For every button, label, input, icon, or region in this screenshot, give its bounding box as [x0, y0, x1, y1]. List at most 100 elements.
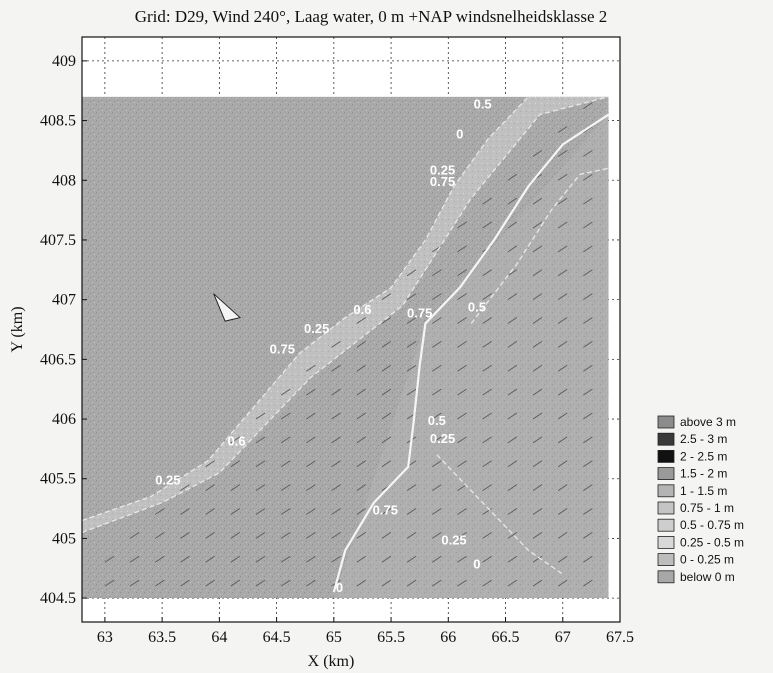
wind-arrow [583, 126, 593, 133]
wind-arrow [532, 579, 543, 587]
wind-arrow [306, 484, 316, 492]
wind-arrow [482, 317, 492, 324]
legend-label: 1.5 - 2 m [680, 467, 727, 481]
legend-swatch [657, 553, 675, 566]
wind-arrow [532, 364, 543, 372]
wind-arrow [557, 269, 568, 277]
wind-arrow [406, 341, 417, 348]
wind-arrow [507, 269, 518, 277]
wind-arrow [557, 555, 568, 563]
wind-arrow [230, 555, 241, 563]
field-layer [82, 96, 609, 599]
contour-label: 0.6 [353, 302, 371, 317]
wind-arrow [583, 293, 593, 301]
legend-swatch [657, 484, 675, 498]
contour-label: 0.25 [441, 532, 466, 547]
wind-arrow [331, 388, 341, 396]
wind-arrow [356, 555, 366, 563]
contour-line [82, 96, 529, 522]
wind-arrow [129, 555, 140, 563]
y-tick-label: 404.5 [40, 590, 76, 607]
wind-arrow [432, 293, 442, 301]
wind-arrow [457, 388, 467, 396]
wind-arrow [507, 460, 518, 468]
wind-arrow [432, 364, 442, 372]
wind-arrow [457, 555, 467, 563]
legend-label: below 0 m [680, 570, 735, 584]
wind-arrow [583, 508, 593, 515]
wind-arrow [507, 579, 518, 587]
wind-arrow [356, 532, 366, 539]
wind-arrow [507, 364, 518, 372]
wind-arrow [583, 412, 593, 420]
contour-label: 0.75 [270, 341, 295, 356]
x-axis-label: X (km) [308, 653, 355, 670]
wind-arrow [583, 364, 593, 372]
wind-arrow [356, 508, 366, 515]
y-tick-label: 405 [52, 530, 76, 547]
wind-arrow [255, 579, 266, 587]
wind-arrow [280, 508, 291, 515]
wind-arrow [406, 293, 417, 301]
wind-arrow [230, 460, 241, 468]
wind-arrow [255, 412, 266, 420]
contour-label: 0.5 [428, 413, 446, 428]
wind-arrow [583, 269, 593, 277]
legend-label: 0.25 - 0.5 m [680, 535, 744, 549]
wind-arrow [557, 150, 568, 157]
y-tick-label: 406 [52, 411, 76, 428]
x-tick-label: 63 [97, 629, 113, 646]
wind-arrow [482, 532, 492, 539]
wind-arrow [381, 436, 392, 444]
wind-arrow [432, 412, 442, 420]
wind-arrow [457, 221, 467, 229]
wind-arrow [583, 102, 593, 110]
wind-arrow [306, 579, 316, 587]
wind-arrow [280, 484, 291, 492]
wind-arrow [507, 221, 518, 229]
wind-arrow [457, 245, 467, 253]
wind-arrow [255, 436, 266, 444]
wind-arrow [356, 317, 366, 324]
contour-label: 0.25 [430, 162, 455, 177]
x-tick-label: 67 [555, 629, 571, 646]
wind-arrow [356, 341, 366, 348]
wind-arrow [583, 173, 593, 181]
legend-swatch [657, 570, 675, 584]
wind-arrow [532, 460, 543, 468]
wind-arrow [557, 221, 568, 229]
wind-arrow [507, 341, 518, 348]
legend-swatch [657, 432, 675, 446]
wind-arrow [457, 484, 467, 492]
wind-arrow [557, 579, 568, 587]
wind-arrow [532, 555, 543, 563]
wind-arrow [331, 436, 341, 444]
wind-arrow [583, 436, 593, 444]
wind-arrow [432, 484, 442, 492]
wind-arrow [432, 269, 442, 277]
wind-arrow [155, 579, 165, 587]
contour-label: 0.25 [430, 431, 455, 446]
wind-arrow [205, 508, 215, 515]
wind-arrow [381, 341, 392, 348]
wind-arrow [205, 460, 215, 468]
x-tick-label: 63.5 [148, 629, 176, 646]
wind-arrow [230, 532, 241, 539]
y-tick-label: 407 [52, 292, 76, 309]
wind-arrow [406, 484, 417, 492]
wind-arrow [507, 293, 518, 301]
wind-arrow [381, 508, 392, 515]
wind-arrow [255, 508, 266, 515]
wind-arrow [104, 555, 115, 563]
legend-label: 0.75 - 1 m [680, 501, 734, 515]
wind-arrow [280, 412, 291, 420]
wind-arrow [255, 555, 266, 563]
wind-arrow [583, 197, 593, 205]
wind-arrow [205, 555, 215, 563]
wind-arrow [583, 388, 593, 396]
contour-line [436, 454, 564, 575]
wind-arrow [507, 197, 518, 205]
wind-arrow [230, 508, 241, 515]
wind-arrow [406, 555, 417, 563]
